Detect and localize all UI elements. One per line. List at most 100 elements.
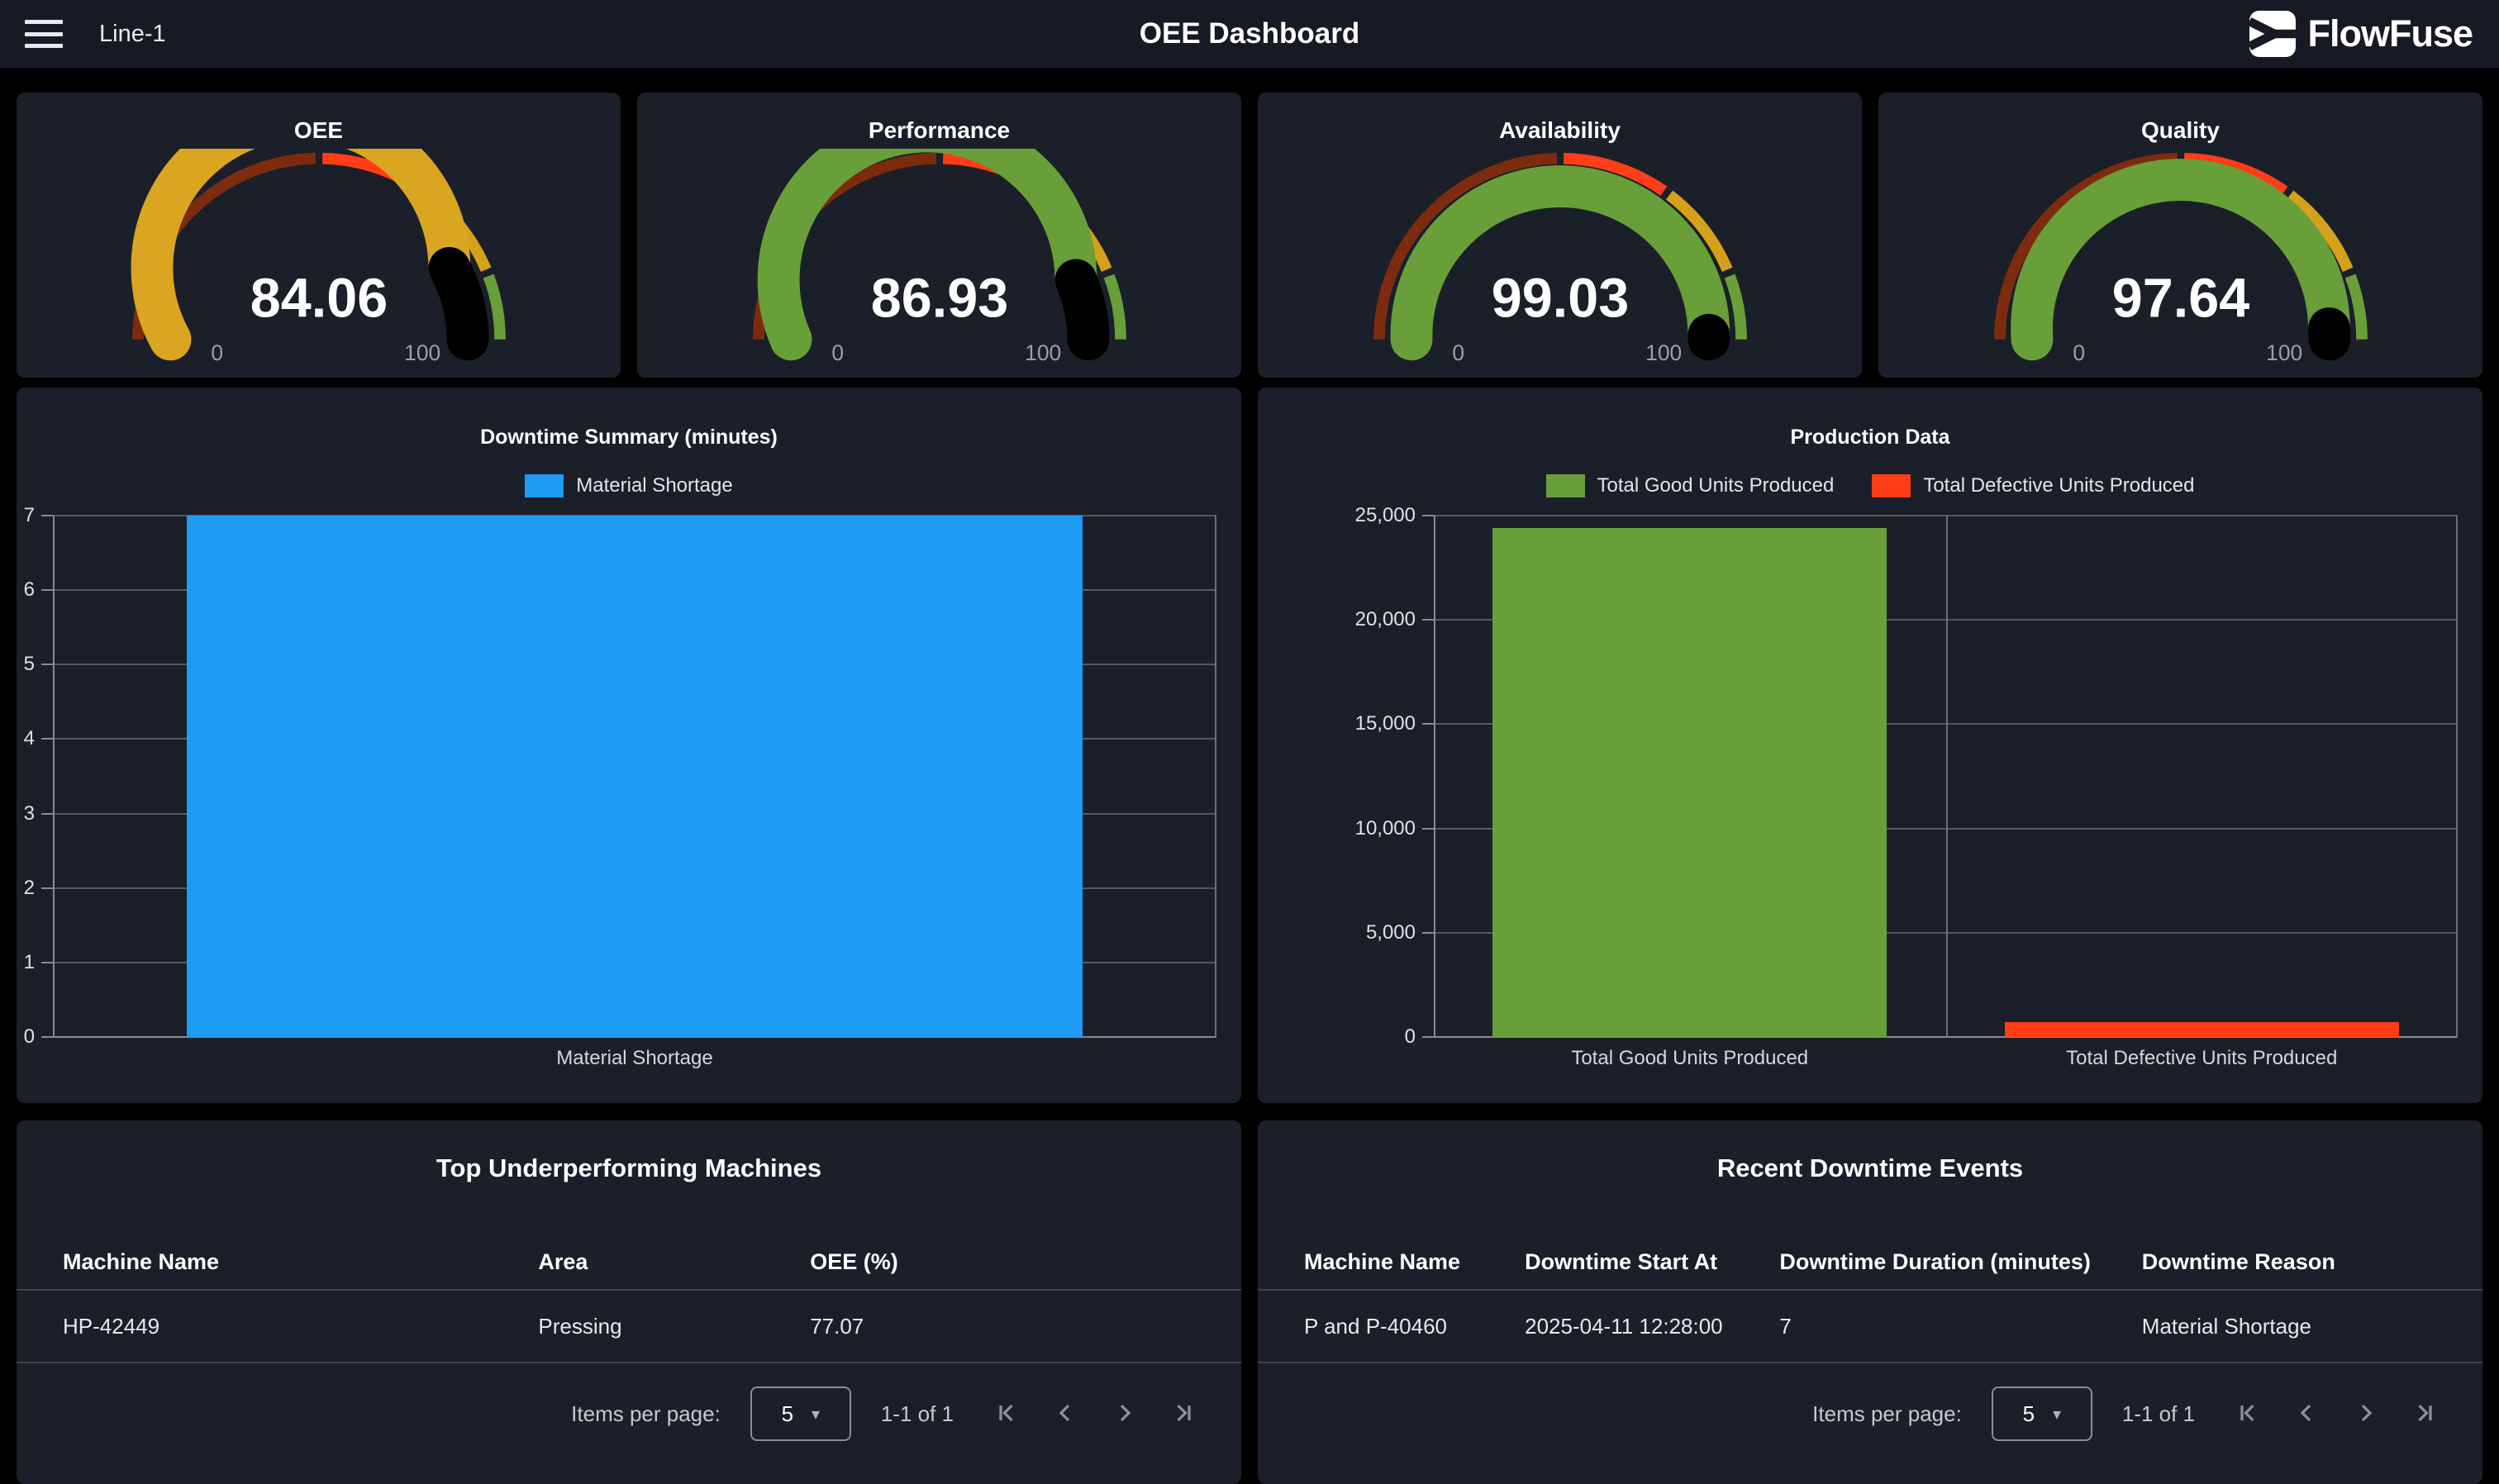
- tables-row: Top Underperforming Machines Machine Nam…: [17, 1120, 2482, 1484]
- legend-label: Total Defective Units Produced: [1923, 474, 2195, 497]
- table-cell: Material Shortage: [2141, 1313, 2312, 1339]
- table-header-row: Machine Name Area OEE (%): [17, 1234, 1241, 1291]
- items-per-page-label: Items per page:: [1812, 1401, 1962, 1426]
- pagination-controls: [2233, 1397, 2440, 1430]
- axis-tick: [41, 1036, 53, 1038]
- svg-text:0: 0: [211, 340, 223, 365]
- oee-gauge: 84.06 0 100: [125, 149, 513, 369]
- x-axis-label: Material Shortage: [556, 1047, 713, 1069]
- production-data-chart: Production Data Total Good Units Produce…: [1258, 388, 2482, 1103]
- legend-label: Total Good Units Produced: [1597, 474, 1835, 497]
- last-page-button[interactable]: [1165, 1397, 1198, 1430]
- table-row: P and P-40460 2025-04-11 12:28:00 7 Materia…: [1258, 1291, 2482, 1363]
- y-axis-tick-label: 20,000: [1354, 608, 1416, 631]
- items-per-page-select[interactable]: 5 ▾: [750, 1386, 851, 1441]
- chart-title: Downtime Summary (minutes): [480, 426, 778, 449]
- y-axis-tick-label: 0: [1404, 1025, 1416, 1048]
- legend-swatch: [525, 474, 564, 497]
- downtime-summary-chart: Downtime Summary (minutes) Material Shor…: [17, 388, 1241, 1103]
- last-page-button[interactable]: [2406, 1397, 2440, 1430]
- y-axis-tick-label: 25,000: [1354, 504, 1416, 526]
- axis-tick: [1422, 827, 1434, 830]
- y-axis-tick-label: 2: [23, 876, 35, 899]
- gauge-card-availability: Availability 99.03 0 100: [1258, 93, 1862, 378]
- next-page-button[interactable]: [1107, 1397, 1140, 1430]
- table-cell: 77.07: [810, 1313, 864, 1339]
- brand-logo: FlowFuse: [2249, 11, 2473, 57]
- items-per-page-label: Items per page:: [571, 1401, 721, 1426]
- items-per-page-select[interactable]: 5 ▾: [1991, 1386, 2092, 1441]
- svg-text:0: 0: [2073, 340, 2085, 365]
- svg-text:100: 100: [1645, 340, 1682, 365]
- axis-tick: [41, 664, 53, 666]
- charts-row: Downtime Summary (minutes) Material Shor…: [17, 388, 2482, 1103]
- last-page-icon: [1177, 1404, 1191, 1421]
- gauge-title: OEE: [293, 117, 344, 143]
- svg-text:99.03: 99.03: [1491, 268, 1628, 329]
- quality-gauge: 97.64 0 100: [1987, 149, 2375, 369]
- table-row: HP-42449 Pressing 77.07: [17, 1291, 1241, 1363]
- svg-text:84.06: 84.06: [250, 268, 387, 329]
- table-title: Top Underperforming Machines: [436, 1153, 822, 1182]
- bars-layer: [53, 516, 1216, 1037]
- previous-page-button[interactable]: [2291, 1397, 2324, 1430]
- y-axis-tick-label: 1: [23, 950, 35, 973]
- legend-item[interactable]: Total Defective Units Produced: [1872, 474, 2195, 497]
- top-underperforming-machines-table: Top Underperforming Machines Machine Nam…: [17, 1120, 1241, 1484]
- axis-tick: [41, 961, 53, 963]
- y-axis-tick-label: 0: [23, 1025, 35, 1048]
- column-header: Downtime Duration (minutes): [1779, 1249, 2091, 1274]
- items-per-page-value: 5: [2022, 1401, 2035, 1426]
- previous-page-button[interactable]: [1050, 1397, 1083, 1430]
- category-cell: [1946, 516, 2459, 1037]
- svg-text:100: 100: [1025, 340, 1061, 365]
- first-page-icon: [999, 1404, 1013, 1421]
- chart-legend: Total Good Units Produced Total Defective…: [1258, 473, 2482, 499]
- table-pagination: Items per page: 5 ▾ 1-1 of 1: [1258, 1363, 2482, 1464]
- pagination-controls: [992, 1397, 1198, 1430]
- svg-text:0: 0: [831, 340, 844, 365]
- y-axis-tick-label: 5,000: [1365, 920, 1416, 944]
- legend-label: Material Shortage: [576, 474, 733, 497]
- last-page-icon: [2418, 1404, 2432, 1421]
- items-per-page-value: 5: [781, 1401, 794, 1426]
- category-cell: [1434, 516, 1946, 1037]
- svg-text:100: 100: [2266, 340, 2302, 365]
- first-page-button[interactable]: [2233, 1397, 2266, 1430]
- y-axis-tick-label: 5: [23, 653, 35, 676]
- axis-tick: [41, 738, 53, 740]
- nav-page-label: Line-1: [99, 20, 166, 47]
- plot-right-border: [2456, 516, 2458, 1037]
- y-axis-tick-label: 4: [23, 727, 35, 750]
- first-page-button[interactable]: [992, 1397, 1025, 1430]
- gridline: [1434, 1036, 2458, 1038]
- legend-item[interactable]: Total Good Units Produced: [1545, 474, 1835, 497]
- recent-downtime-events-table: Recent Downtime Events Machine Name Downt…: [1258, 1120, 2482, 1484]
- dropdown-caret-icon: ▾: [812, 1405, 821, 1424]
- y-axis-tick-label: 6: [23, 578, 35, 602]
- table-header-row: Machine Name Downtime Start At Downtime Du…: [1258, 1234, 2482, 1291]
- next-page-button[interactable]: [2349, 1397, 2382, 1430]
- axis-tick: [1422, 931, 1434, 934]
- chart-title: Production Data: [1790, 426, 1950, 449]
- chart-plot-area: 0 1 2 3 4 5 6 7: [24, 504, 1216, 1048]
- table-body: HP-42449 Pressing 77.07: [17, 1291, 1241, 1363]
- x-axis-label: Total Defective Units Produced: [2066, 1047, 2338, 1069]
- table-cell: HP-42449: [63, 1313, 160, 1339]
- gauge-title: Quality: [2141, 117, 2220, 143]
- chevron-left-icon: [2300, 1404, 2311, 1421]
- chart-legend: Material Shortage: [17, 473, 1241, 499]
- chevron-right-icon: [1120, 1404, 1131, 1421]
- legend-swatch: [1872, 474, 1911, 497]
- svg-text:97.64: 97.64: [2111, 268, 2249, 329]
- table-cell: Pressing: [538, 1313, 622, 1339]
- menu-icon[interactable]: [25, 20, 63, 48]
- svg-text:0: 0: [1452, 340, 1464, 365]
- app-header: Line-1 OEE Dashboard FlowFuse: [0, 0, 2499, 68]
- axis-tick: [1422, 515, 1434, 516]
- page-title: OEE Dashboard: [1139, 17, 1360, 50]
- legend-item[interactable]: Material Shortage: [525, 474, 733, 497]
- column-header: Machine Name: [63, 1249, 220, 1274]
- pagination-range: 1-1 of 1: [2121, 1401, 2195, 1426]
